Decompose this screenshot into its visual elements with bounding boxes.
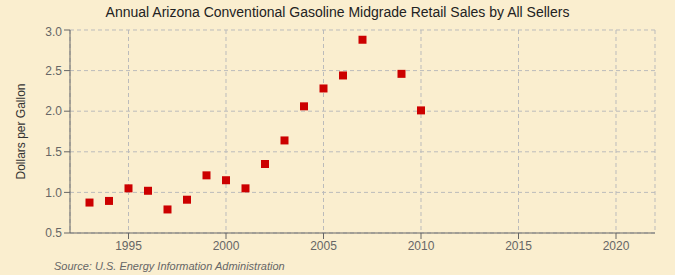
- svg-text:2020: 2020: [603, 239, 630, 253]
- svg-text:3.0: 3.0: [45, 25, 62, 39]
- svg-text:1.5: 1.5: [45, 145, 62, 159]
- svg-text:Dollars per Gallon: Dollars per Gallon: [14, 83, 28, 179]
- svg-text:2000: 2000: [213, 239, 240, 253]
- html-text:Annual Arizona Conventional Ga: Annual Arizona Conventional Gasoline Mid…: [105, 4, 570, 20]
- svg-text:2.5: 2.5: [45, 64, 62, 78]
- svg-text:0.5: 0.5: [45, 226, 62, 240]
- svg-text:1995: 1995: [115, 239, 142, 253]
- svg-text:2005: 2005: [310, 239, 337, 253]
- svg-text:2010: 2010: [408, 239, 435, 253]
- svg-text:2015: 2015: [505, 239, 532, 253]
- svg-text:1.0: 1.0: [45, 186, 62, 200]
- svg-text:2.0: 2.0: [45, 104, 62, 118]
- html-text:Source: U.S. Energy Informatio: Source: U.S. Energy Information Administ…: [54, 260, 285, 272]
